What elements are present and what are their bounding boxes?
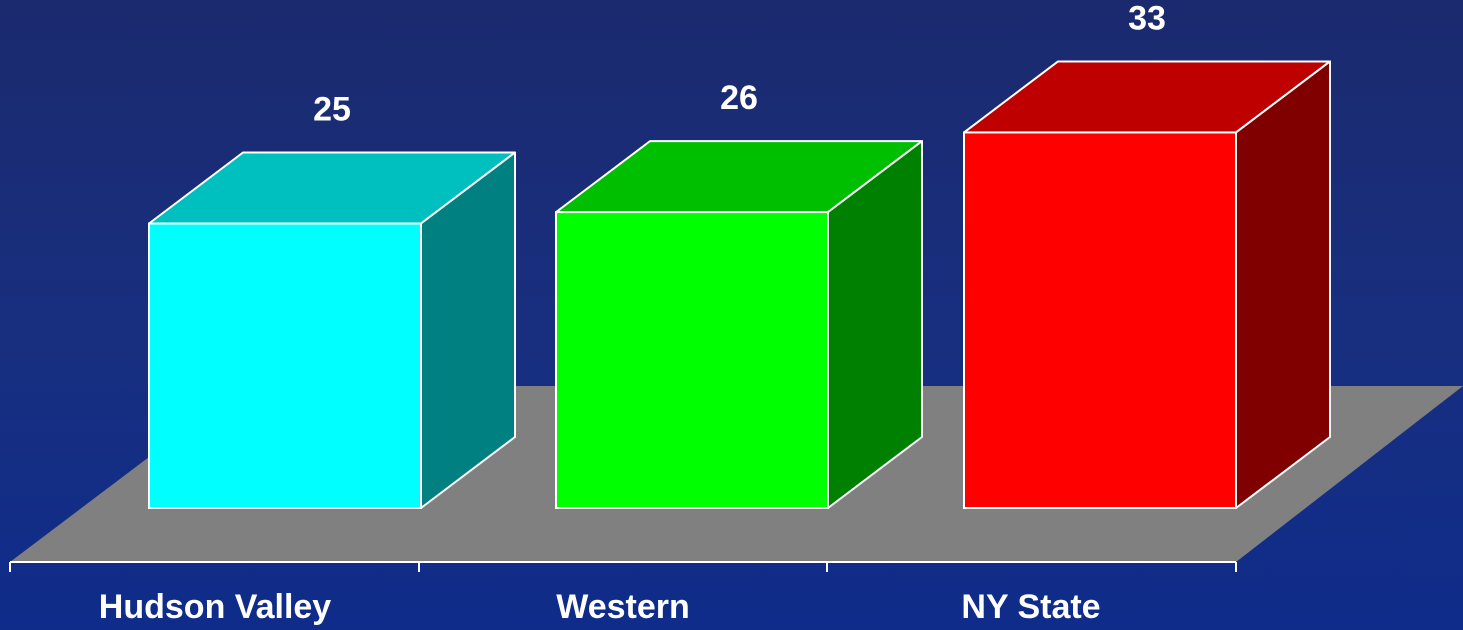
bar-2 xyxy=(555,211,829,509)
category-label-3: NY State xyxy=(961,588,1100,626)
bar-3 xyxy=(963,131,1237,510)
bar-1 xyxy=(148,222,422,509)
data-label-3: 33 xyxy=(1128,0,1166,37)
bar-side-3 xyxy=(1235,60,1331,509)
data-label-1: 25 xyxy=(313,91,351,129)
data-label-2: 26 xyxy=(720,79,758,117)
category-label-2: Western xyxy=(556,588,690,626)
category-label-1: Hudson Valley xyxy=(99,588,331,626)
